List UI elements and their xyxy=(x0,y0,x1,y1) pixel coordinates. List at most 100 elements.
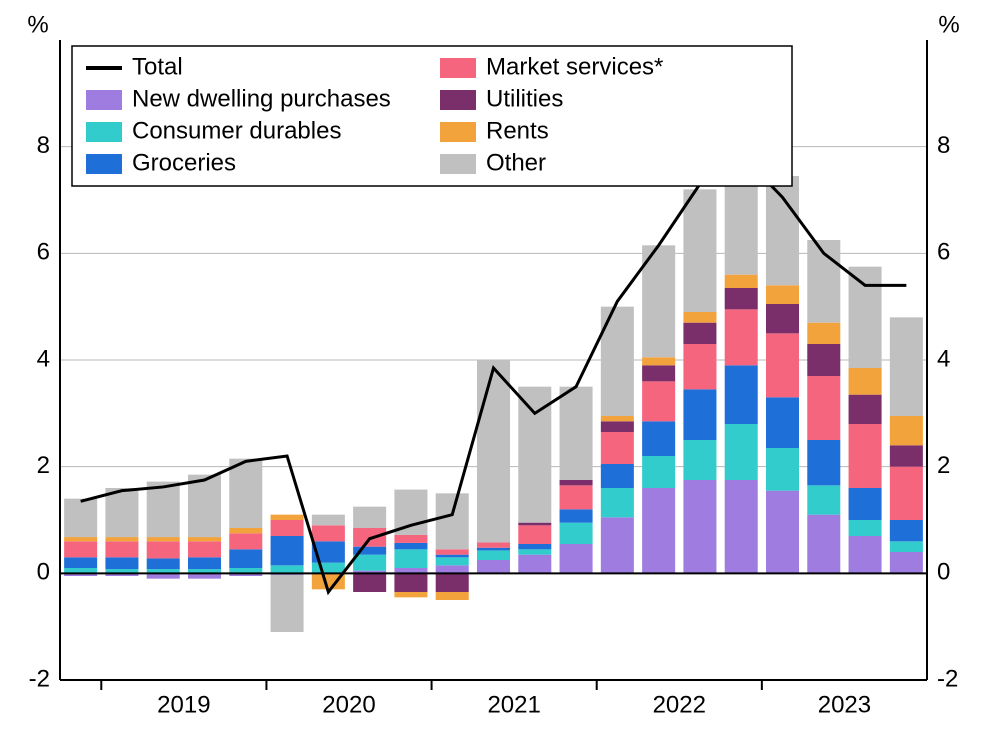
bar-market_services xyxy=(725,309,758,365)
bar-utilities xyxy=(683,323,716,344)
x-year-label: 2019 xyxy=(157,691,210,718)
bar-consumer_durables xyxy=(436,557,469,565)
bar-utilities xyxy=(353,573,386,592)
bar-utilities xyxy=(725,288,758,309)
bar-new_dwelling xyxy=(683,480,716,573)
bar-other xyxy=(477,360,510,542)
bar-other xyxy=(64,499,97,537)
bar-groceries xyxy=(518,544,551,549)
bar-new_dwelling xyxy=(560,544,593,573)
bar-rents xyxy=(849,368,882,395)
legend-label-total: Total xyxy=(132,53,183,80)
bar-market_services xyxy=(271,520,304,536)
bar-consumer_durables xyxy=(353,555,386,571)
bar-market_services xyxy=(683,344,716,389)
legend-swatch-market_services xyxy=(440,58,476,78)
bar-consumer_durables xyxy=(518,549,551,554)
bar-market_services xyxy=(601,432,634,464)
bar-other xyxy=(353,507,386,528)
bar-other xyxy=(766,176,799,285)
bar-consumer_durables xyxy=(642,456,675,488)
bar-market_services xyxy=(147,541,180,558)
bar-utilities xyxy=(766,304,799,333)
legend-swatch-rents xyxy=(440,122,476,142)
bar-groceries xyxy=(642,421,675,456)
ytick-left: 0 xyxy=(37,559,50,586)
bar-other xyxy=(312,515,345,526)
ytick-left: 6 xyxy=(37,239,50,266)
bar-utilities xyxy=(560,480,593,485)
bar-market_services xyxy=(229,533,262,549)
bar-consumer_durables xyxy=(271,565,304,573)
bar-consumer_durables xyxy=(766,448,799,491)
bar-other xyxy=(271,575,304,632)
bar-rents xyxy=(64,537,97,541)
bar-new_dwelling xyxy=(849,536,882,573)
legend-label-consumer_durables: Consumer durables xyxy=(132,117,341,144)
legend-label-new_dwelling: New dwelling purchases xyxy=(132,85,391,112)
y-unit-right: % xyxy=(938,11,959,38)
legend-label-other: Other xyxy=(486,149,546,176)
bar-rents xyxy=(436,592,469,600)
bar-rents xyxy=(642,357,675,365)
bar-market_services xyxy=(807,376,840,440)
bar-consumer_durables xyxy=(890,541,923,552)
x-year-label: 2021 xyxy=(487,691,540,718)
bar-utilities xyxy=(518,523,551,526)
bar-rents xyxy=(147,537,180,541)
bar-rents xyxy=(105,537,138,541)
bar-new_dwelling xyxy=(601,517,634,573)
bar-other xyxy=(436,493,469,549)
bar-rents xyxy=(683,312,716,323)
bar-rents xyxy=(890,416,923,445)
chart-svg: -2-20022446688%%20192020202120222023Tota… xyxy=(0,0,987,741)
bar-rents xyxy=(725,275,758,288)
bar-market_services xyxy=(642,381,675,421)
legend-swatch-consumer_durables xyxy=(86,122,122,142)
inflation-contributions-chart: -2-20022446688%%20192020202120222023Tota… xyxy=(0,0,987,741)
bar-consumer_durables xyxy=(683,440,716,480)
ytick-right: 8 xyxy=(937,132,950,159)
legend-swatch-other xyxy=(440,154,476,174)
legend-label-groceries: Groceries xyxy=(132,149,236,176)
ytick-left: -2 xyxy=(29,665,50,692)
bar-market_services xyxy=(64,541,97,557)
bar-groceries xyxy=(725,365,758,424)
bar-groceries xyxy=(394,543,427,549)
bar-groceries xyxy=(147,558,180,569)
bar-groceries xyxy=(105,557,138,569)
bar-market_services xyxy=(890,467,923,520)
bar-consumer_durables xyxy=(601,488,634,517)
bar-new_dwelling xyxy=(766,491,799,574)
ytick-left: 4 xyxy=(37,345,50,372)
ytick-right: 2 xyxy=(937,452,950,479)
bar-groceries xyxy=(683,389,716,440)
bar-new_dwelling xyxy=(807,515,840,574)
bar-other xyxy=(849,267,882,368)
x-year-label: 2022 xyxy=(653,691,706,718)
bar-rents xyxy=(601,416,634,421)
bar-new_dwelling xyxy=(518,555,551,574)
bar-other xyxy=(105,488,138,537)
bar-consumer_durables xyxy=(477,550,510,560)
ytick-right: 4 xyxy=(937,345,950,372)
bar-utilities xyxy=(642,365,675,381)
x-year-label: 2023 xyxy=(818,691,871,718)
bar-market_services xyxy=(518,525,551,544)
bar-utilities xyxy=(807,344,840,376)
bar-market_services xyxy=(436,549,469,554)
bar-other xyxy=(890,317,923,416)
bar-rents xyxy=(394,592,427,597)
bar-market_services xyxy=(477,542,510,547)
bar-groceries xyxy=(188,557,221,569)
legend-label-market_services: Market services* xyxy=(486,53,663,80)
bar-new_dwelling xyxy=(642,488,675,573)
bar-market_services xyxy=(394,535,427,543)
bar-groceries xyxy=(766,397,799,448)
bar-groceries xyxy=(436,555,469,558)
bar-rents xyxy=(766,285,799,304)
bar-other xyxy=(560,387,593,480)
bar-market_services xyxy=(849,424,882,488)
bar-consumer_durables xyxy=(807,485,840,514)
bar-new_dwelling xyxy=(436,565,469,573)
